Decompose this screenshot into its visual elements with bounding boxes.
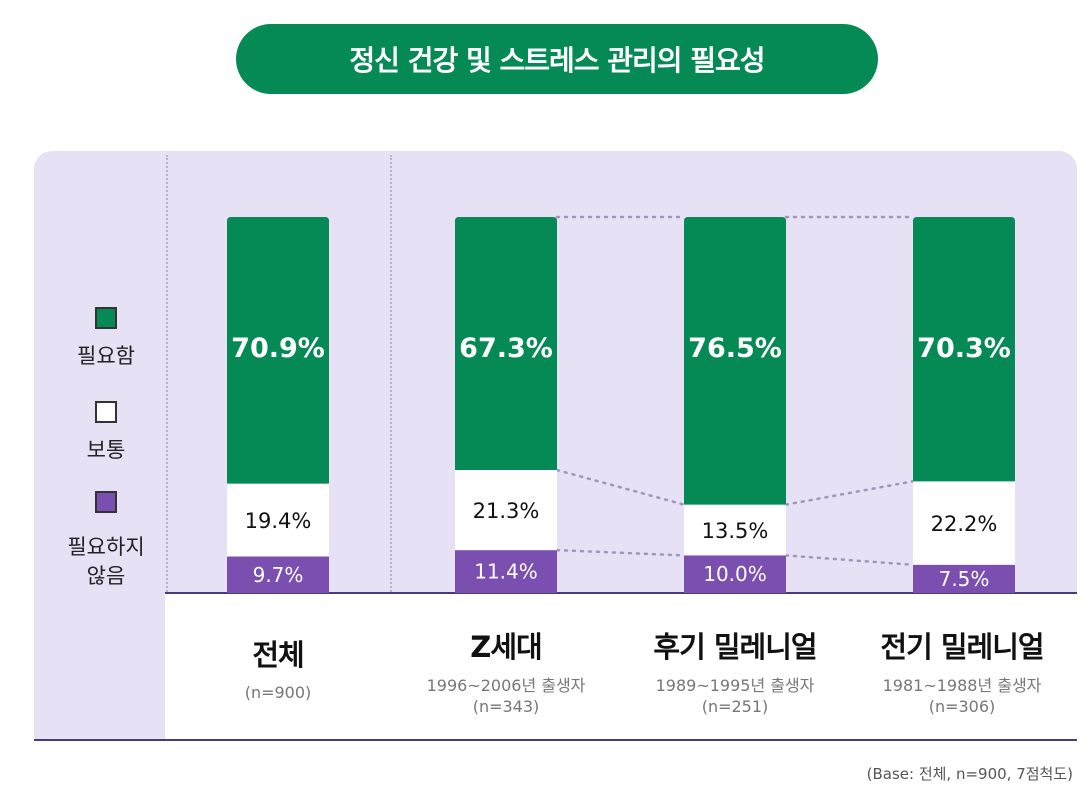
bar-early-millennial-not-necessary bbox=[913, 564, 1015, 593]
connector-genz-not-necessary bbox=[555, 548, 686, 557]
bar-total-not-necessary bbox=[227, 556, 329, 593]
data-label-early-millennial-not-necessary: 7.5% bbox=[939, 567, 990, 591]
total-divider bbox=[390, 155, 392, 592]
bar-genz-not-necessary bbox=[455, 550, 557, 593]
legend-swatch-not-necessary bbox=[95, 491, 117, 513]
bar-genz-neutral bbox=[455, 470, 557, 551]
data-label-early-millennial-necessary: 70.3% bbox=[917, 333, 1011, 364]
legend-swatch-neutral bbox=[95, 401, 117, 423]
footnote: (Base: 전체, n=900, 7점척도) bbox=[866, 765, 1073, 783]
chart-title: 정신 건강 및 스트레스 관리의 필요성 bbox=[349, 44, 765, 77]
category-sub-early-millennial: 1981~1988년 출생자 bbox=[882, 676, 1042, 695]
data-label-late-millennial-necessary: 76.5% bbox=[688, 333, 782, 364]
legend-label-neutral: 보통 bbox=[86, 438, 126, 462]
data-label-total-necessary: 70.9% bbox=[231, 333, 325, 364]
category-name-genz: Z세대 bbox=[470, 630, 542, 664]
bar-early-millennial-necessary bbox=[913, 217, 1015, 482]
category-n-genz: (n=343) bbox=[472, 697, 540, 716]
bar-total-neutral bbox=[227, 483, 329, 557]
data-label-total-not-necessary: 9.7% bbox=[253, 563, 304, 587]
data-label-genz-not-necessary: 11.4% bbox=[474, 560, 538, 584]
data-label-late-millennial-not-necessary: 10.0% bbox=[703, 562, 767, 586]
legend-divider bbox=[166, 155, 168, 592]
connector-genz-neutral bbox=[555, 468, 686, 506]
bar-late-millennial-necessary bbox=[684, 217, 786, 505]
category-name-late-millennial: 후기 밀레니얼 bbox=[653, 630, 817, 664]
legend-swatch-necessary bbox=[95, 307, 117, 329]
bottom-divider bbox=[34, 739, 1077, 741]
bar-late-millennial-neutral bbox=[684, 504, 786, 556]
bar-late-millennial-not-necessary bbox=[684, 555, 786, 593]
connector-lines bbox=[555, 215, 915, 567]
bar-early-millennial-neutral bbox=[913, 481, 1015, 565]
legend-label-not-necessary-line1: 필요하지 bbox=[67, 535, 145, 559]
data-label-genz-neutral: 21.3% bbox=[473, 499, 540, 523]
data-label-late-millennial-neutral: 13.5% bbox=[702, 519, 769, 543]
bar-genz-necessary bbox=[455, 217, 557, 471]
category-sub-late-millennial: 1989~1995년 출생자 bbox=[655, 676, 815, 695]
bar-total-necessary bbox=[227, 217, 329, 484]
category-n-total: (n=900) bbox=[244, 683, 312, 702]
connector-late-millennial-neutral bbox=[784, 480, 915, 506]
data-label-genz-necessary: 67.3% bbox=[459, 333, 553, 364]
connector-late-millennial-not-necessary bbox=[784, 554, 915, 567]
category-n-late-millennial: (n=251) bbox=[701, 697, 769, 716]
legend-label-not-necessary-line2: 않음 bbox=[86, 564, 126, 588]
category-name-total: 전체 bbox=[252, 638, 304, 672]
category-sub-genz: 1996~2006년 출생자 bbox=[426, 676, 586, 695]
data-label-total-neutral: 19.4% bbox=[245, 509, 312, 533]
category-name-early-millennial: 전기 밀레니얼 bbox=[880, 630, 1044, 664]
data-label-early-millennial-neutral: 22.2% bbox=[931, 512, 998, 536]
category-n-early-millennial: (n=306) bbox=[928, 697, 996, 716]
category-label-area bbox=[165, 593, 1077, 741]
legend-label-necessary: 필요함 bbox=[77, 344, 135, 368]
title-banner: 정신 건강 및 스트레스 관리의 필요성 bbox=[236, 24, 878, 94]
baseline-divider bbox=[165, 592, 1077, 594]
